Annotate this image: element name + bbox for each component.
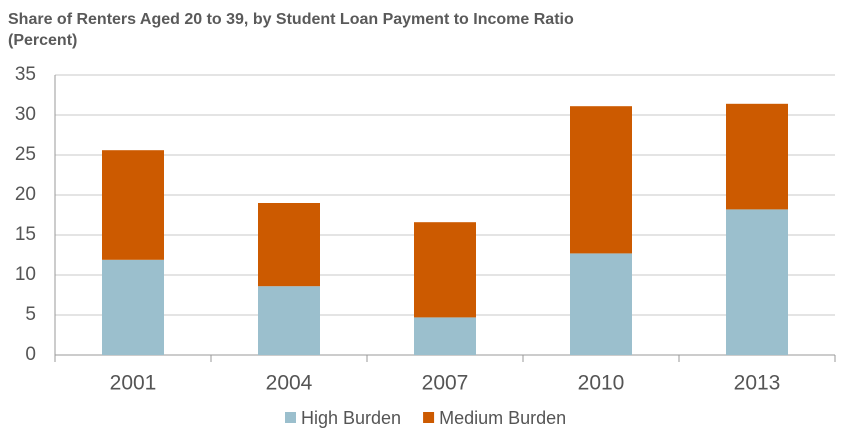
bar-segment [414, 222, 476, 318]
bar-segment [258, 286, 320, 355]
bar-segment [570, 106, 632, 254]
y-tick-label: 35 [15, 64, 36, 85]
y-tick-label: 10 [15, 264, 36, 285]
y-tick-label: 5 [25, 304, 36, 325]
legend-swatch [423, 412, 435, 423]
bar-segment [102, 150, 164, 260]
legend-label: Medium Burden [439, 408, 566, 428]
legend-swatch [285, 412, 296, 423]
bar-segment [726, 209, 788, 355]
bar-segment [570, 253, 632, 355]
y-tick-label: 0 [25, 344, 36, 365]
bar-segment [414, 317, 476, 355]
y-tick-label: 15 [15, 224, 36, 245]
x-tick-label: 2010 [578, 372, 625, 395]
x-tick-label: 2013 [734, 372, 781, 395]
bar-segment [726, 103, 788, 210]
x-tick-label: 2001 [110, 372, 157, 395]
chart-subtitle: (Percent) [8, 32, 77, 49]
y-tick-label: 30 [15, 104, 36, 125]
bar-segment [258, 203, 320, 287]
chart-title: Share of Renters Aged 20 to 39, by Stude… [8, 11, 574, 28]
legend-label: High Burden [301, 408, 401, 428]
x-tick-label: 2007 [422, 372, 469, 395]
x-tick-label: 2004 [266, 372, 313, 395]
bar-segment [102, 259, 164, 355]
y-tick-label: 25 [15, 144, 36, 165]
y-tick-label: 20 [15, 184, 36, 205]
